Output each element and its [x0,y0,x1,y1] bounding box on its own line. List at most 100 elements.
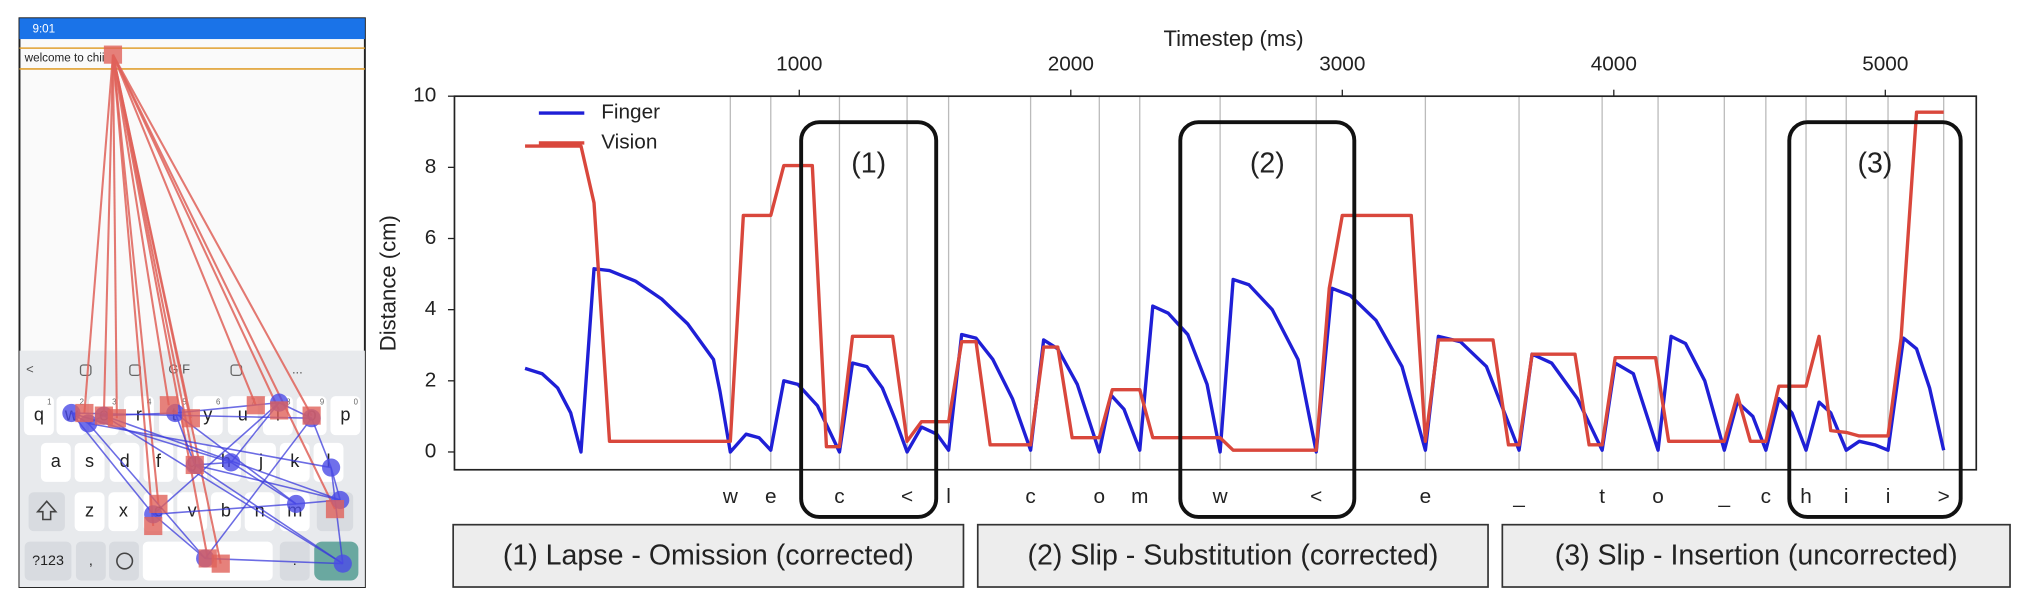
gaze-point [211,554,230,573]
gaze-path [111,54,170,406]
key-tick-label: _ [1718,485,1731,508]
toolbar-item: ... [292,362,303,377]
x-axis-title: Timestep (ms) [1163,26,1303,51]
y-tick-label: 4 [425,297,437,320]
key-label: v [188,500,198,520]
key [279,442,310,482]
caption-box [976,523,1489,588]
key-tick-label: _ [1512,485,1525,508]
touch-point [222,453,241,472]
key-tick-label: e [1420,485,1432,508]
key-tick-label: c [1761,485,1771,508]
x-tick-label: 4000 [1591,53,1637,76]
touch-path [87,422,206,559]
plot-frame [453,95,1978,471]
key-tick-label: o [1652,485,1664,508]
text-field: welcome to chii [24,52,105,65]
y-tick-label: 8 [425,155,437,178]
caption-box [452,523,965,588]
key-tick-label: o [1094,485,1106,508]
touch-point [322,458,341,477]
caption: (1) Lapse - Omission (corrected) [503,540,914,572]
key-tick-label: w [722,485,739,508]
gaze-point [185,455,204,475]
key [75,541,106,581]
key [24,541,72,581]
shift-icon [35,500,58,521]
gaze-point [270,401,289,420]
touch-path [153,503,297,516]
annotation-box [1178,120,1357,519]
touch-path [204,417,313,559]
key-tick-label: w [1212,485,1229,508]
key [143,442,174,482]
key [109,442,140,482]
emoji-icon [116,552,134,570]
key-tick-label: l [946,485,951,508]
gaze-point [75,403,94,423]
gaze-path [112,54,257,406]
y-tick-label: 10 [413,84,436,107]
gaze-point [103,45,123,64]
key-tick-label: c [834,485,844,508]
key-label: ?123 [32,553,64,569]
y-axis-title: Distance (cm) [375,215,400,351]
emoji-key [109,541,139,581]
touch-point [333,554,352,573]
y-tick-label: 2 [425,368,437,391]
key-hint: 5 [182,398,186,407]
key-label: d [120,451,130,471]
x-tick-label: 1000 [776,53,822,76]
touch-path [103,414,344,565]
key-label: b [221,500,231,520]
legend-label: Finger [601,101,660,124]
key [108,492,139,532]
gaze-path [102,54,115,416]
key-tick-label: i [1886,485,1891,508]
gaze-path [111,54,196,466]
gaze-point [325,500,345,519]
key [279,541,310,581]
caption: (2) Slip - Substitution (corrected) [1027,540,1438,572]
key [74,442,105,482]
legend-label: Vision [601,130,657,153]
key-label: y [203,404,213,424]
gaze-point [107,409,126,428]
key-label: z [85,500,94,520]
y-tick-label: 6 [425,226,437,249]
key-label: s [85,451,94,471]
key-label: . [293,553,297,569]
caption-box [1501,523,2011,588]
toolbar-icon [79,364,92,377]
annotation-box [799,120,939,519]
x-tick-label: 5000 [1862,53,1908,76]
gaze-point [302,406,321,425]
key-label: n [255,500,265,520]
key-hint: 3 [112,398,116,407]
touch-path [230,461,297,505]
key-label: u [238,404,248,424]
touch-path [194,464,344,565]
gaze-point [144,516,163,536]
gaze-path [111,54,160,505]
x-tick-label: 3000 [1319,53,1365,76]
key-tick-label: i [1844,485,1849,508]
key-hint: 4 [147,398,152,407]
gaze-path [111,54,155,527]
touch-path [194,464,341,501]
annotation-label: (1) [851,148,886,180]
status-bar [19,18,365,40]
key [24,396,54,436]
gaze-path [112,54,336,510]
key-label: , [89,553,93,569]
key-label: a [51,451,62,471]
status-time: 9:01 [32,22,55,35]
key-tick-label: m [1131,485,1148,508]
toolbar-item: < [26,362,34,377]
gaze-point [159,396,178,415]
gaze-path [83,54,115,414]
key-tick-label: c [1025,485,1035,508]
key-hint: 1 [47,398,51,407]
